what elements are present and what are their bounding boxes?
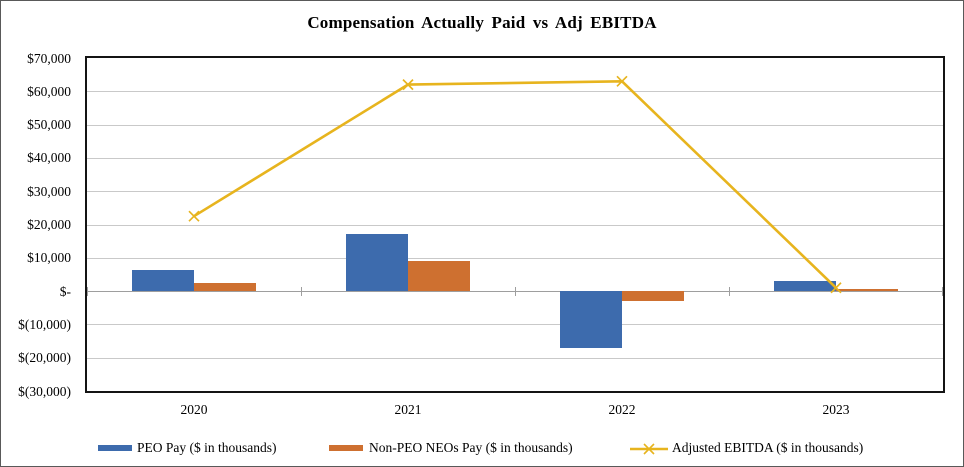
y-axis-tick-label: $-: [59, 284, 71, 299]
bar-non-peo-neos-pay-2020: [194, 283, 256, 292]
legend-label-peo-pay: PEO Pay ($ in thousands): [137, 440, 277, 455]
x-axis-label-2020: 2020: [180, 402, 208, 417]
y-axis-tick-label: $10,000: [27, 250, 71, 265]
category-axis-tick: [515, 287, 516, 296]
x-axis-label-2022: 2022: [608, 402, 636, 417]
gridline: [87, 324, 943, 325]
plot-area-border: [85, 56, 945, 393]
legend-swatch-peo-pay: [98, 445, 132, 451]
bar-non-peo-neos-pay-2022: [622, 291, 684, 301]
bar-non-peo-neos-pay-2021: [408, 261, 470, 291]
gridline: [87, 258, 943, 259]
legend-swatch-non-peo-neos-pay: [329, 445, 363, 451]
category-axis-tick: [87, 287, 88, 296]
adjusted-ebitda-line: [87, 58, 943, 391]
line-x-markers: [188, 75, 842, 294]
category-axis-tick: [729, 287, 730, 296]
gridline: [87, 91, 943, 92]
y-axis-tick-label: $50,000: [27, 117, 71, 132]
y-axis-tick-label: $30,000: [27, 184, 71, 199]
bar-peo-pay-2023: [774, 281, 836, 291]
legend-label-non-peo-neos-pay: Non-PEO NEOs Pay ($ in thousands): [369, 440, 573, 455]
legend-line-marker-adjusted-ebitda: [630, 442, 668, 460]
category-axis-tick: [301, 287, 302, 296]
x-axis-label-2021: 2021: [394, 402, 422, 417]
y-axis-tick-label: $(30,000): [18, 384, 71, 399]
chart-title: Compensation Actually Paid vs Adj EBITDA: [307, 13, 657, 32]
y-axis-tick-label: $(10,000): [18, 317, 71, 332]
x-axis-label-2023: 2023: [822, 402, 850, 417]
y-axis-tick-label: $40,000: [27, 150, 71, 165]
legend-label-adjusted-ebitda: Adjusted EBITDA ($ in thousands): [672, 440, 864, 455]
gridline: [87, 225, 943, 226]
y-axis-tick-label: $20,000: [27, 217, 71, 232]
category-axis-tick: [942, 287, 943, 296]
bar-peo-pay-2022: [560, 291, 622, 348]
bar-non-peo-neos-pay-2023: [836, 289, 898, 291]
gridline: [87, 125, 943, 126]
bar-peo-pay-2021: [346, 234, 408, 291]
gridline: [87, 358, 943, 359]
plot-area: [87, 58, 943, 391]
y-axis-tick-label: $70,000: [27, 51, 71, 66]
y-axis-tick-label: $(20,000): [18, 350, 71, 365]
bar-peo-pay-2020: [132, 270, 194, 291]
y-axis-tick-label: $60,000: [27, 84, 71, 99]
gridline: [87, 158, 943, 159]
gridline: [87, 191, 943, 192]
